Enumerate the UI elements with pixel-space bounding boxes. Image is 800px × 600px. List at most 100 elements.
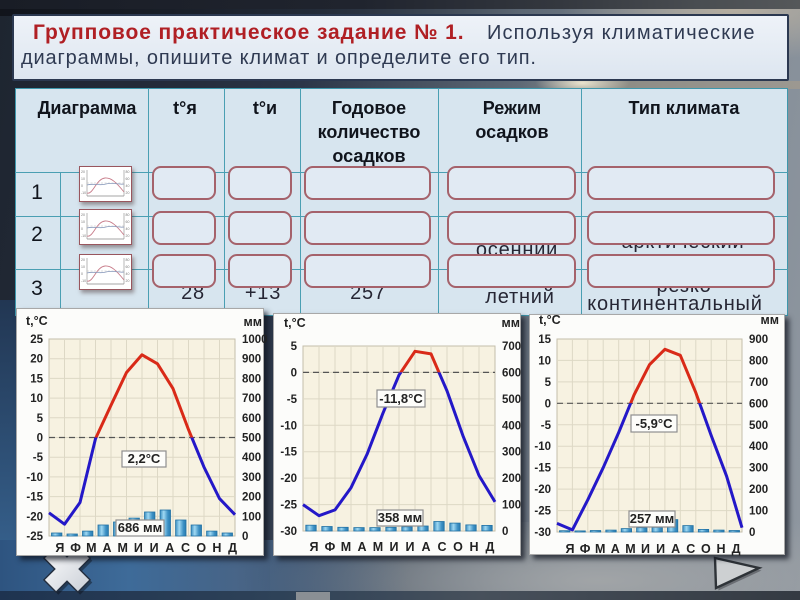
svg-text:400: 400 — [242, 452, 261, 464]
svg-text:300: 300 — [502, 447, 521, 459]
svg-text:500: 500 — [749, 420, 768, 432]
svg-text:80: 80 — [126, 258, 130, 262]
svg-text:200: 200 — [242, 492, 261, 504]
svg-text:20: 20 — [126, 279, 130, 283]
svg-text:И: И — [150, 541, 159, 555]
svg-text:0: 0 — [291, 367, 297, 379]
svg-text:600: 600 — [749, 398, 768, 410]
svg-text:0: 0 — [545, 398, 551, 410]
svg-text:И: И — [656, 542, 665, 556]
svg-text:10: 10 — [538, 355, 551, 367]
svg-text:600: 600 — [502, 367, 521, 379]
svg-text:300: 300 — [749, 463, 768, 475]
svg-text:М: М — [341, 540, 351, 554]
svg-text:-20: -20 — [280, 473, 297, 485]
svg-text:мм: мм — [244, 315, 263, 329]
svg-text:15: 15 — [538, 334, 551, 346]
svg-text:-10: -10 — [26, 472, 43, 484]
svg-text:t,°C: t,°C — [284, 316, 306, 330]
svg-text:Н: Н — [469, 540, 478, 554]
svg-text:80: 80 — [126, 170, 130, 174]
svg-text:Я: Я — [566, 542, 575, 556]
svg-text:900: 900 — [242, 354, 261, 366]
svg-text:60: 60 — [126, 265, 130, 269]
svg-text:Д: Д — [228, 541, 237, 555]
svg-text:-5: -5 — [33, 452, 44, 464]
svg-text:-25: -25 — [26, 531, 43, 543]
svg-text:М: М — [86, 541, 96, 555]
svg-text:-10: -10 — [81, 279, 86, 283]
svg-text:20: 20 — [126, 191, 130, 195]
svg-text:100: 100 — [502, 500, 521, 512]
svg-text:Н: Н — [716, 542, 725, 556]
svg-text:А: А — [671, 542, 680, 556]
svg-text:-15: -15 — [26, 492, 43, 504]
svg-text:10: 10 — [81, 177, 85, 181]
svg-text:Я: Я — [55, 541, 64, 555]
svg-text:0: 0 — [749, 527, 755, 539]
svg-text:40: 40 — [126, 227, 130, 231]
svg-text:20: 20 — [81, 213, 85, 217]
svg-text:358 мм: 358 мм — [378, 510, 423, 525]
svg-text:800: 800 — [749, 355, 768, 367]
svg-text:-15: -15 — [280, 447, 297, 459]
svg-text:-20: -20 — [26, 511, 43, 523]
svg-text:А: А — [421, 540, 430, 554]
svg-text:0: 0 — [242, 531, 248, 543]
svg-text:60: 60 — [126, 220, 130, 224]
svg-text:А: А — [165, 541, 174, 555]
svg-text:900: 900 — [749, 334, 768, 346]
svg-text:700: 700 — [242, 393, 261, 405]
svg-text:686 мм: 686 мм — [118, 520, 163, 535]
svg-text:М: М — [625, 542, 635, 556]
svg-text:2,2°C: 2,2°C — [128, 451, 161, 466]
svg-text:500: 500 — [242, 433, 261, 445]
svg-text:200: 200 — [749, 484, 768, 496]
svg-text:40: 40 — [126, 272, 130, 276]
svg-text:5: 5 — [545, 377, 552, 389]
svg-text:600: 600 — [242, 413, 261, 425]
svg-text:И: И — [390, 540, 399, 554]
svg-text:10: 10 — [30, 393, 43, 405]
svg-text:О: О — [701, 542, 711, 556]
svg-text:-30: -30 — [280, 526, 297, 538]
svg-text:М: М — [373, 540, 383, 554]
svg-text:20: 20 — [126, 234, 130, 238]
svg-text:-25: -25 — [534, 506, 551, 518]
svg-text:5: 5 — [291, 341, 298, 353]
svg-text:0: 0 — [37, 433, 43, 445]
svg-text:-5: -5 — [287, 394, 298, 406]
svg-text:-25: -25 — [280, 500, 297, 512]
svg-text:0: 0 — [81, 272, 83, 276]
svg-text:О: О — [196, 541, 206, 555]
svg-text:Д: Д — [732, 542, 741, 556]
svg-text:700: 700 — [502, 341, 521, 353]
svg-text:25: 25 — [30, 334, 43, 346]
svg-text:С: С — [437, 540, 446, 554]
svg-text:-11,8°C: -11,8°C — [379, 391, 423, 406]
svg-text:М: М — [595, 542, 605, 556]
svg-text:А: А — [357, 540, 366, 554]
svg-text:-10: -10 — [81, 234, 86, 238]
svg-text:0: 0 — [81, 184, 83, 188]
svg-text:10: 10 — [81, 220, 85, 224]
svg-text:А: А — [611, 542, 620, 556]
svg-text:Н: Н — [212, 541, 221, 555]
svg-text:С: С — [181, 541, 190, 555]
svg-text:15: 15 — [30, 373, 43, 385]
svg-text:300: 300 — [242, 472, 261, 484]
svg-text:100: 100 — [242, 511, 261, 523]
svg-text:мм: мм — [761, 313, 780, 327]
svg-text:-20: -20 — [534, 484, 551, 496]
svg-text:1000: 1000 — [242, 334, 268, 346]
svg-text:700: 700 — [749, 377, 768, 389]
svg-text:И: И — [134, 541, 143, 555]
svg-text:60: 60 — [126, 177, 130, 181]
svg-text:С: С — [686, 542, 695, 556]
svg-text:Д: Д — [486, 540, 495, 554]
svg-text:-10: -10 — [81, 191, 86, 195]
svg-text:200: 200 — [502, 473, 521, 485]
svg-text:100: 100 — [749, 506, 768, 518]
svg-text:И: И — [641, 542, 650, 556]
svg-text:80: 80 — [126, 213, 130, 217]
